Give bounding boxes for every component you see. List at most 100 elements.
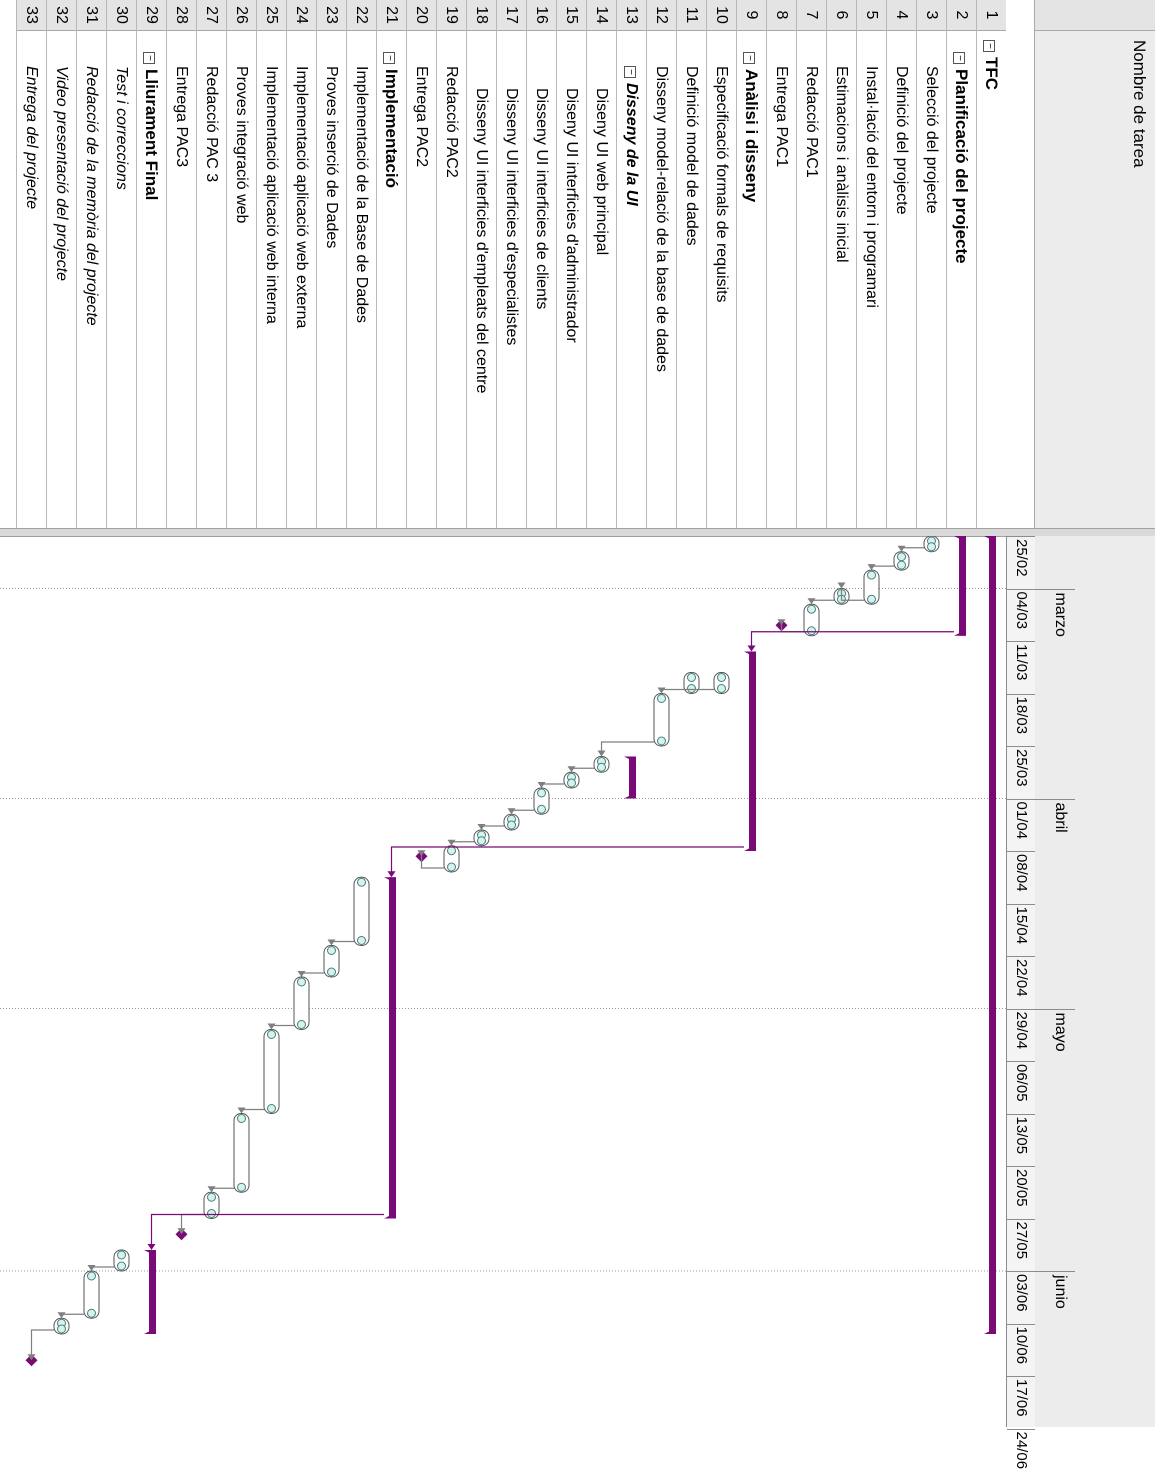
task-name[interactable]: Selecció del projecte [917, 66, 946, 214]
week-label: 06/05 [1007, 1061, 1035, 1114]
week-label: 25/03 [1007, 746, 1035, 799]
dependency-arrow [238, 1108, 246, 1114]
task-row[interactable]: 13−Disseny de la UI [616, 0, 646, 528]
collapse-toggle-icon[interactable]: − [143, 52, 155, 64]
task-name-text: Disseny UI interficies de clients [533, 88, 550, 309]
task-name[interactable]: −Implementació [377, 52, 406, 188]
task-name[interactable]: Definició del projecte [887, 66, 916, 215]
task-name[interactable]: Implementació aplicació web interna [257, 66, 286, 324]
task-name[interactable]: Proves integració web [227, 66, 256, 223]
task-name[interactable]: Disseny UI interficies d'especialistes [497, 88, 526, 345]
task-id: 18 [467, 0, 496, 31]
task-name[interactable]: Redacció PAC 3 [197, 66, 226, 182]
task-row[interactable]: 2−Planificació del projecte [946, 0, 976, 528]
task-name-text: Diseny UI interficies d'administrador [563, 88, 580, 343]
dependency-link [542, 784, 565, 785]
task-name-text: Disseny UI interficies d'empleats del ce… [473, 88, 490, 393]
task-bar-marker [538, 789, 546, 797]
task-name-text: Disseny model-relació de la base de dade… [653, 66, 670, 372]
task-name[interactable]: −TFC [977, 40, 1006, 90]
task-name[interactable]: −Disseny de la UI [617, 66, 646, 206]
task-name[interactable]: Entrega PAC1 [767, 66, 796, 167]
task-bar-marker [448, 847, 456, 855]
task-id: 9 [737, 0, 766, 31]
task-id: 6 [827, 0, 856, 31]
task-name[interactable]: Redacció PAC2 [437, 66, 466, 178]
dependency-arrow [148, 1244, 156, 1250]
task-name[interactable]: Disseny UI interficies de clients [527, 88, 556, 309]
week-label: 04/03 [1007, 589, 1035, 642]
task-row[interactable]: 18 Disseny UI interficies d'empleats del … [466, 0, 496, 528]
task-bar-marker [238, 1183, 246, 1191]
task-name[interactable]: Especificació formals de requisits [707, 66, 736, 303]
collapse-toggle-icon[interactable]: − [953, 52, 965, 64]
task-name[interactable]: Implementació de la Base de Dades [347, 66, 376, 323]
task-row[interactable]: 29−Lliurament Final [136, 0, 166, 528]
task-bar-marker [808, 605, 816, 613]
collapse-toggle-icon[interactable]: − [383, 52, 395, 64]
task-name[interactable]: Estimacions i anàlisis inicial [827, 66, 856, 263]
task-name[interactable]: Diseny UI interficies d'administrador [557, 88, 586, 343]
task-name[interactable]: Diseny UI web principal [587, 88, 616, 255]
task-name-column-header[interactable]: Nombre de tarea [1129, 40, 1149, 168]
task-name[interactable]: Video presentació del projecte [47, 66, 76, 281]
dependency-arrow [508, 808, 516, 814]
task-name[interactable]: Test i correccions [107, 66, 136, 190]
task-row[interactable]: 6 Estimacions i anàlisis inicial [826, 0, 856, 528]
dependency-arrow [868, 564, 876, 570]
task-row[interactable]: 1−TFC [976, 0, 1006, 528]
task-name[interactable]: Entrega del projecte [17, 66, 46, 209]
task-name[interactable]: Entrega PAC2 [407, 66, 436, 167]
task-row[interactable]: 9 −Anàlisi i disseny [736, 0, 766, 528]
task-name[interactable]: −Lliurament Final [137, 52, 166, 200]
task-name[interactable]: Instal·lació del entorn i programari [857, 66, 886, 308]
task-name[interactable]: Disseny model-relació de la base de dade… [647, 66, 676, 372]
task-name[interactable]: −Planificació del projecte [947, 52, 976, 264]
collapse-toggle-icon[interactable]: − [743, 52, 755, 64]
task-name[interactable]: Definició model de dades [677, 66, 706, 246]
task-name[interactable]: Redacció de la memòria del projecte [77, 66, 106, 326]
gantt-chart[interactable] [0, 536, 1006, 1427]
dependency-arrow [568, 766, 576, 772]
task-bar [234, 1114, 249, 1193]
month-label: marzo [1051, 593, 1069, 637]
task-row[interactable]: 19 Redacció PAC2 [436, 0, 466, 528]
collapse-toggle-icon[interactable]: − [983, 40, 995, 52]
task-name[interactable]: Implementació aplicació web externa [287, 66, 316, 328]
task-name[interactable]: Proves inserció de Dades [317, 66, 346, 248]
task-name[interactable]: Disseny UI interficies d'empleats del ce… [467, 88, 496, 393]
dependency-arrow [598, 751, 606, 757]
task-row[interactable]: 21−Implementació [376, 0, 406, 528]
task-name[interactable]: −Anàlisi i disseny [737, 52, 766, 202]
task-bar-marker [88, 1272, 96, 1280]
task-name[interactable]: Entrega PAC3 [167, 66, 196, 167]
task-name[interactable]: Redacció PAC1 [797, 66, 826, 178]
collapse-toggle-icon[interactable]: − [624, 66, 636, 78]
task-id: 19 [437, 0, 466, 31]
dependency-link [32, 1330, 55, 1357]
